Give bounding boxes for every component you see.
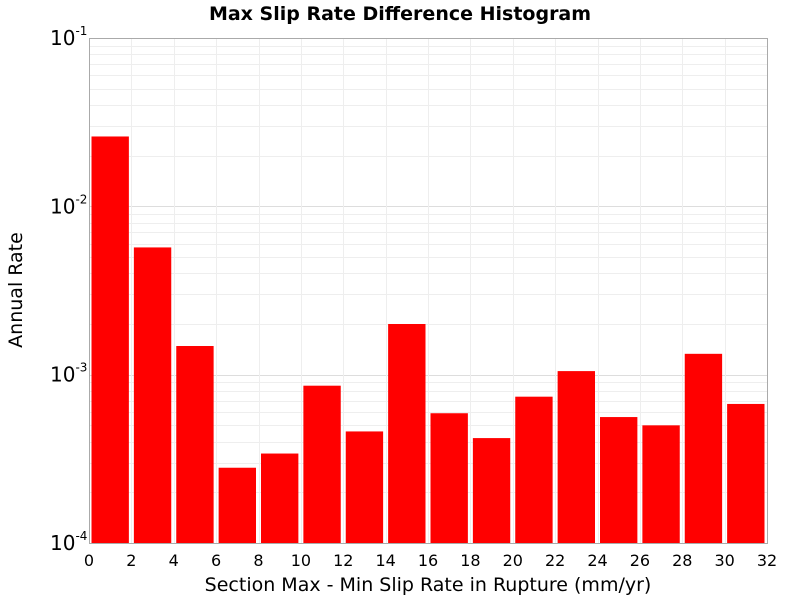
bar <box>345 431 384 543</box>
bar <box>430 413 468 543</box>
x-tick-label: 32 <box>757 551 777 570</box>
bar <box>218 467 256 543</box>
x-tick-label: 8 <box>253 551 263 570</box>
bar <box>261 453 299 543</box>
x-tick-label: 24 <box>587 551 607 570</box>
y-tick-label: 10-2 <box>50 192 87 218</box>
y-tick-label: 10-3 <box>50 361 87 387</box>
bar <box>684 353 723 543</box>
x-tick-label: 4 <box>169 551 179 570</box>
y-tick-label: 10-4 <box>50 529 87 555</box>
x-tick-label: 2 <box>126 551 136 570</box>
x-tick-label: 28 <box>672 551 692 570</box>
bar <box>176 346 214 543</box>
x-tick-label: 20 <box>503 551 523 570</box>
x-tick-label: 22 <box>545 551 565 570</box>
bar <box>472 438 511 543</box>
x-tick-label: 26 <box>630 551 650 570</box>
x-tick-label: 16 <box>418 551 438 570</box>
x-tick-label: 30 <box>714 551 734 570</box>
bar <box>727 403 765 543</box>
x-axis-label: Section Max - Min Slip Rate in Rupture (… <box>205 574 652 596</box>
bar <box>600 417 638 543</box>
bar <box>557 371 595 543</box>
chart-title: Max Slip Rate Difference Histogram <box>209 3 591 25</box>
bar <box>515 396 553 543</box>
x-tick-label: 12 <box>333 551 353 570</box>
x-tick-label: 14 <box>375 551 395 570</box>
bar <box>303 385 341 543</box>
y-axis: 10-1 10-2 10-3 10-4 <box>50 24 87 555</box>
bar <box>91 136 129 543</box>
bar <box>388 323 426 543</box>
bars <box>91 136 765 543</box>
x-tick-label: 18 <box>460 551 480 570</box>
x-axis: 0 2 4 6 8 10 12 14 16 18 20 22 24 26 28 30 32 <box>84 551 777 570</box>
x-tick-label: 6 <box>211 551 221 570</box>
x-tick-label: 10 <box>291 551 311 570</box>
x-tick-label: 0 <box>84 551 94 570</box>
plot-border <box>89 38 768 544</box>
y-axis-label: Annual Rate <box>5 232 27 348</box>
bar <box>133 247 172 543</box>
y-tick-label: 10-1 <box>50 24 87 50</box>
bar <box>642 425 680 543</box>
